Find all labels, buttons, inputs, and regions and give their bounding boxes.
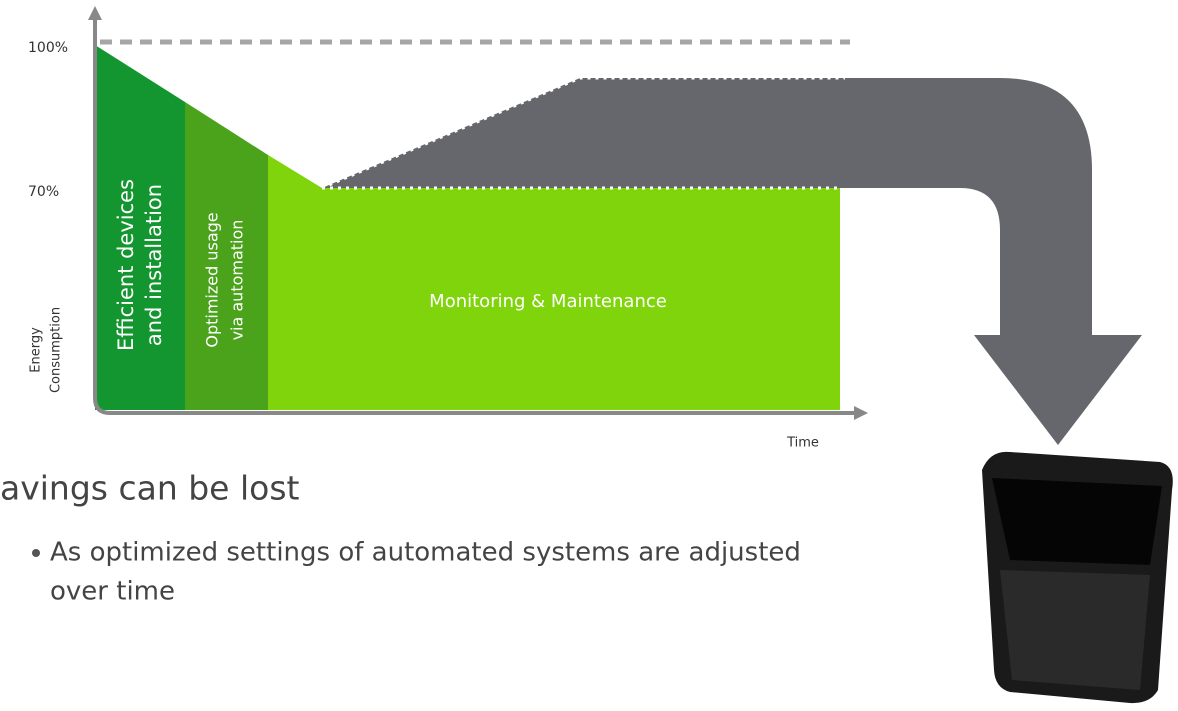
phase-label: Monitoring & Maintenance xyxy=(429,291,667,312)
y-label: 100% xyxy=(28,40,68,56)
dotted-edge xyxy=(321,76,845,190)
y-title: Consumption xyxy=(49,307,64,393)
bullet-text: over time xyxy=(50,577,175,607)
phase-label: Efficient devices xyxy=(114,179,138,351)
y-label: 70% xyxy=(28,184,59,200)
phase-optimized xyxy=(185,102,268,410)
heading: avings can be lost xyxy=(0,469,300,508)
bullet-text: As optimized settings of automated syste… xyxy=(50,538,801,568)
phase-monitoring xyxy=(268,155,840,410)
phase-label: via automation xyxy=(228,220,247,341)
phase-label: Optimized usage xyxy=(203,212,222,347)
y-title: Energy xyxy=(29,327,44,373)
lost-savings-arrow xyxy=(322,78,1142,445)
phase-label: and installation xyxy=(142,184,166,346)
x-arrow xyxy=(854,406,868,420)
phase-efficient xyxy=(95,45,185,410)
axes xyxy=(93,18,855,415)
bullet-dot xyxy=(32,549,40,557)
trash-can xyxy=(982,451,1173,704)
y-arrow xyxy=(88,6,102,20)
x-title: Time xyxy=(786,436,819,451)
